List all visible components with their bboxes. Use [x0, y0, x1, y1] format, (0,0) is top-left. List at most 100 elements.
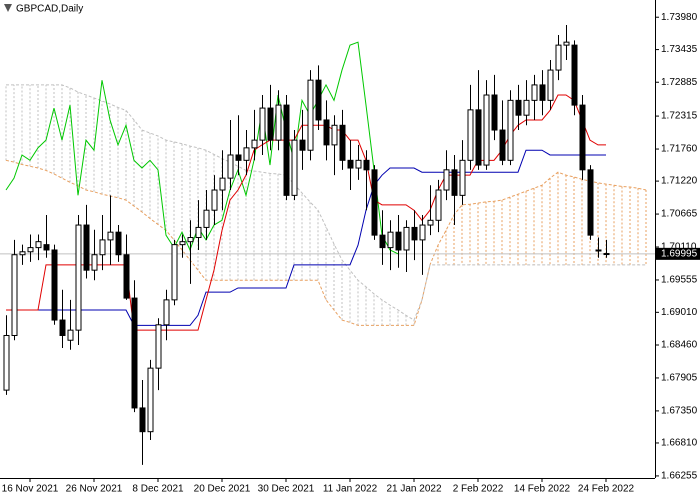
y-tick-label: 1.71760 — [661, 144, 698, 155]
y-tick-label: 1.72885 — [661, 77, 698, 88]
candle-body — [387, 231, 394, 249]
candle-body — [115, 231, 122, 256]
candle-body — [603, 253, 610, 256]
candle-body — [3, 334, 10, 391]
kijun-line — [6, 149, 606, 326]
candle-body — [427, 219, 434, 226]
candle-body — [155, 324, 162, 369]
candle-body — [395, 231, 402, 251]
y-tick-label: 1.67905 — [661, 373, 698, 384]
x-tick-label: 2 Feb 2022 — [453, 484, 504, 495]
chikou-line — [5, 41, 399, 255]
y-tick-label: 1.66810 — [661, 438, 698, 449]
candle-body — [563, 41, 570, 46]
price-badge — [656, 247, 700, 260]
x-tick-label: 21 Jan 2022 — [386, 484, 441, 495]
candle-body — [11, 254, 18, 336]
x-tick-label: 24 Feb 2022 — [578, 484, 635, 495]
y-tick-label: 1.67350 — [661, 406, 698, 417]
candle-body — [259, 107, 266, 141]
candle-body — [27, 247, 34, 253]
candle-body — [515, 99, 522, 116]
candle-body — [179, 241, 186, 246]
candle-body — [323, 119, 330, 146]
candle-body — [51, 249, 58, 321]
candle-body — [531, 84, 538, 101]
candle-body — [163, 299, 170, 326]
symbol-icon — [4, 4, 12, 12]
candle-body — [291, 139, 298, 196]
y-tick-label: 1.73435 — [661, 44, 698, 55]
x-tick-label: 11 Jan 2022 — [323, 484, 378, 495]
candle-body — [539, 84, 546, 101]
x-tick-label: 14 Feb 2022 — [514, 484, 571, 495]
candle-body — [491, 94, 498, 131]
candle-body — [483, 94, 490, 166]
candle-body — [579, 104, 586, 171]
candle-body — [171, 244, 178, 301]
candle-body — [547, 69, 554, 101]
candle-body — [243, 147, 250, 161]
candle-body — [307, 79, 314, 151]
candle-body — [75, 224, 82, 331]
candle-body — [195, 226, 202, 239]
candle-body — [475, 109, 482, 166]
candle-body — [363, 159, 370, 171]
candle-body — [83, 224, 90, 271]
candle-body — [403, 226, 410, 251]
candle-body — [59, 319, 66, 336]
candle-body — [35, 241, 42, 249]
candle-body — [467, 109, 474, 161]
candle-body — [435, 189, 442, 221]
candle-body — [523, 99, 530, 116]
candle-body — [43, 244, 50, 251]
y-tick-label: 1.66255 — [661, 471, 698, 482]
candle-body — [339, 124, 346, 161]
candle-body — [315, 79, 322, 121]
x-tick-label: 26 Nov 2021 — [66, 484, 123, 495]
candle-body — [507, 99, 514, 161]
candle-body — [419, 224, 426, 241]
candle-body — [451, 169, 458, 196]
candle-body — [371, 169, 378, 236]
candle-body — [379, 234, 386, 249]
y-tick-label: 1.69555 — [661, 275, 698, 286]
candle-body — [251, 139, 258, 149]
x-tick-label: 16 Nov 2021 — [2, 484, 59, 495]
candle-body — [595, 249, 602, 252]
candle-body — [235, 154, 242, 161]
candle-body — [267, 107, 274, 141]
x-tick-label: 8 Dec 2021 — [132, 484, 184, 495]
candle-body — [91, 254, 98, 271]
candle-body — [411, 226, 418, 241]
candle-body — [571, 44, 578, 106]
y-tick-label: 1.69010 — [661, 307, 698, 318]
price-badge-label: 1.69995 — [661, 248, 698, 259]
candle-body — [459, 159, 466, 196]
y-tick-label: 1.72315 — [661, 111, 698, 122]
candle-body — [275, 104, 282, 141]
candle-body — [187, 237, 194, 243]
candle-body — [227, 154, 234, 179]
candle-body — [219, 177, 226, 191]
candle-body — [347, 159, 354, 169]
candle-body — [203, 209, 210, 228]
y-tick-label: 1.68460 — [661, 340, 698, 351]
candle-body — [99, 239, 106, 256]
candle-body — [211, 189, 218, 211]
x-tick-label: 20 Dec 2021 — [194, 484, 251, 495]
candle-body — [555, 44, 562, 71]
y-tick-label: 1.71220 — [661, 176, 698, 187]
candle-body — [355, 159, 362, 169]
candle-body — [443, 169, 450, 191]
candle-body — [123, 254, 130, 299]
candle-body — [331, 124, 338, 146]
x-tick-label: 30 Dec 2021 — [258, 484, 315, 495]
candle-body — [283, 104, 290, 196]
candle-body — [299, 139, 306, 151]
candle-body — [19, 251, 26, 256]
candle-body — [131, 297, 138, 409]
candle-body — [67, 329, 74, 341]
y-tick-label: 1.73980 — [661, 12, 698, 23]
